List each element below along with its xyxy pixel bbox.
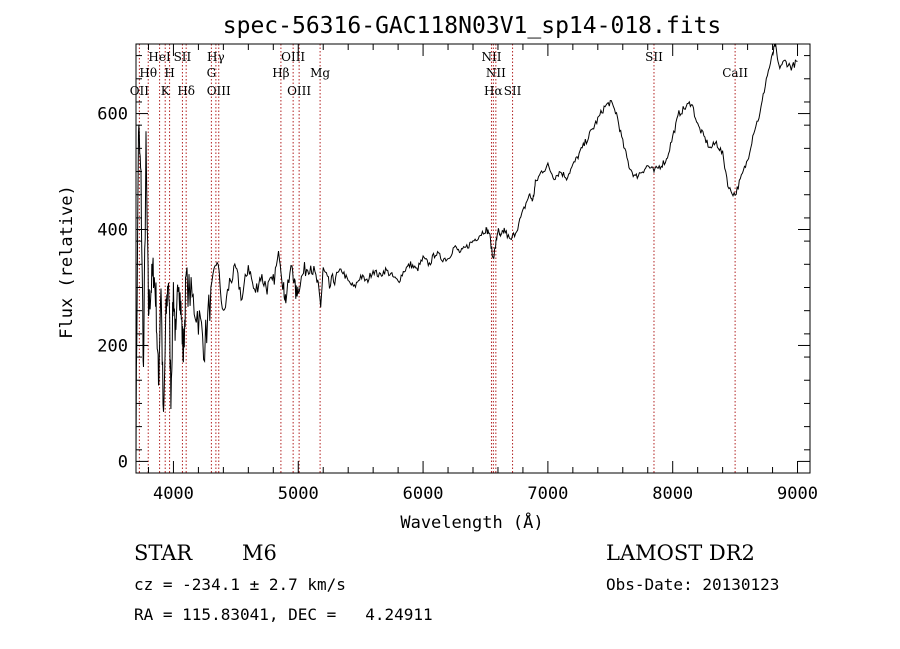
x-tick-label-2: 6000	[403, 484, 444, 504]
survey-name: LAMOST DR2	[606, 541, 755, 565]
y-tick-label-0: 0	[118, 452, 128, 472]
x-tick-label-0: 4000	[153, 484, 194, 504]
line-label-15: NII	[486, 66, 506, 80]
y-tick-label-1: 200	[97, 336, 128, 356]
line-label-9: OIII	[207, 84, 231, 98]
observation-date: Obs-Date: 20130123	[606, 575, 780, 594]
spectrum-series	[135, 43, 798, 459]
coordinates-readout: RA = 115.83041, DEC = 4.24911	[134, 605, 433, 624]
line-label-6: Hδ	[177, 84, 195, 98]
line-label-13: Mg	[310, 66, 330, 80]
line-label-1: Hθ	[139, 66, 157, 80]
line-label-17: SII	[504, 84, 522, 98]
plot-frame	[135, 43, 811, 474]
line-label-12: OIII	[287, 84, 311, 98]
line-label-18: SII	[645, 50, 663, 64]
y-tick-label-2: 400	[97, 221, 128, 241]
redshift-readout: cz = -234.1 ± 2.7 km/s	[134, 575, 346, 594]
line-label-7: Hγ	[207, 50, 225, 64]
line-label-2: HeI	[148, 50, 171, 64]
chart-title: spec-56316-GAC118N03V1_sp14-018.fits	[223, 13, 722, 39]
object-subclass: M6	[242, 541, 277, 565]
line-label-0: OII	[130, 84, 150, 98]
y-axis-label: Flux (relative)	[57, 185, 77, 339]
x-tick-label-3: 7000	[527, 484, 568, 504]
line-label-14: NII	[481, 50, 501, 64]
line-label-16: Hα	[484, 84, 503, 98]
line-label-5: SII	[174, 50, 192, 64]
line-label-8: G	[207, 66, 217, 80]
spectral-line-markers: OIIHθHeIKHSIIHδHγGOIIIHβOIIIOIIIMgNIINII…	[130, 44, 748, 473]
y-tick-label-3: 600	[97, 105, 128, 125]
x-tick-label-1: 5000	[278, 484, 319, 504]
spectrum-line	[135, 43, 798, 459]
plot-axes: 4000 5000 6000 7000 8000 9000 0 200 400 600	[97, 43, 818, 504]
x-tick-label-5: 9000	[777, 484, 818, 504]
x-tick-label-4: 8000	[652, 484, 693, 504]
line-label-11: OIII	[281, 50, 305, 64]
line-label-19: CaII	[722, 66, 748, 80]
x-axis-label: Wavelength (Å)	[400, 511, 543, 533]
object-class: STAR	[134, 541, 193, 565]
line-label-4: H	[164, 66, 174, 80]
line-label-10: Hβ	[272, 66, 289, 80]
line-label-3: K	[161, 84, 171, 98]
